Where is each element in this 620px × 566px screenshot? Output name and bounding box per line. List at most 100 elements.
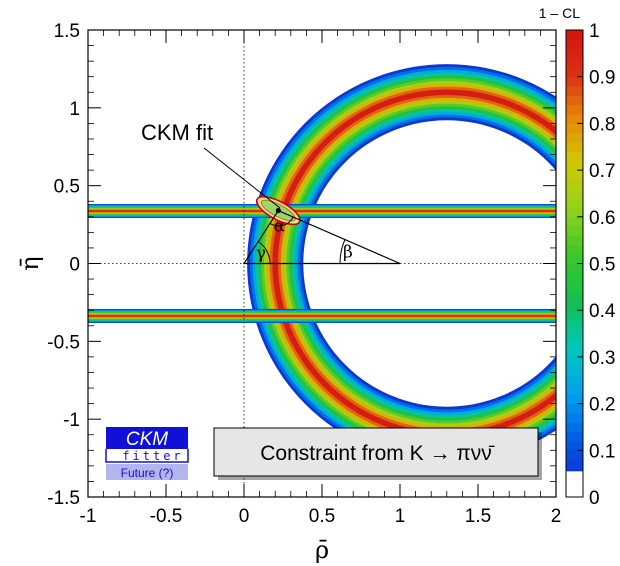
colorbar-cell <box>566 132 583 143</box>
colorbar-cell <box>566 328 583 339</box>
band-level-9 <box>88 210 556 212</box>
y-tick-label-3: 0 <box>69 255 80 276</box>
logo-future-text: Future (?) <box>121 466 174 480</box>
beta-label: β <box>343 243 353 263</box>
colorbar-tick-label-10: 1 <box>589 21 600 42</box>
colorbar-cell <box>566 310 583 321</box>
ring-level-7 <box>266 83 556 444</box>
colorbar-cell <box>566 347 583 358</box>
kaon-ring <box>247 64 556 463</box>
colorbar-cell <box>566 104 583 115</box>
ckm-fit-pointer <box>203 147 281 209</box>
colorbar-tick-label-0: 0 <box>589 488 600 509</box>
colorbar: 0 0.1 0.2 0.3 0.4 0.5 0.6 0.7 0.8 0.9 1 <box>565 21 616 509</box>
colorbar-zero-cell <box>566 471 583 497</box>
y-tick-label-0: -1.5 <box>47 488 80 509</box>
colorbar-cell <box>566 300 583 311</box>
x-tick-label-5: 1.5 <box>465 506 491 527</box>
colorbar-tick-label-9: 0.9 <box>589 68 615 89</box>
colorbar-cell <box>566 76 583 87</box>
colorbar-cell <box>566 431 583 442</box>
x-tick-label-3: 0.5 <box>309 506 335 527</box>
colorbar-cell <box>566 272 583 283</box>
y-tick-label-4: 0.5 <box>54 177 80 198</box>
colorbar-cell <box>566 422 583 433</box>
colorbar-cell <box>566 198 583 208</box>
x-tick-label-0: -1 <box>80 506 97 527</box>
colorbar-tick-label-1: 0.1 <box>589 441 615 462</box>
colorbar-cell <box>566 459 583 470</box>
gamma-arc <box>257 241 271 264</box>
x-axis-title: ρ̄ <box>315 536 329 564</box>
axes: -1 -0.5 0 0.5 1 1.5 2-1.5-1-0.500.511.5 <box>47 21 561 527</box>
y-tick-label-5: 1 <box>69 99 80 120</box>
beta-arc <box>339 239 346 264</box>
y-axis-title: η̄ <box>16 256 44 270</box>
colorbar-cell <box>566 86 583 96</box>
colorbar-cell <box>566 394 583 405</box>
colorbar-tick-label-5: 0.5 <box>589 255 615 276</box>
x-tick-label-4: 1 <box>395 506 406 527</box>
heatmap-layers <box>88 64 556 463</box>
colorbar-title: 1 – CL <box>539 5 580 21</box>
colorbar-tick-label-7: 0.7 <box>589 161 615 182</box>
logo-fitter-text: fitter <box>122 449 183 463</box>
colorbar-cell <box>566 338 583 349</box>
y-tick-label-1: -1 <box>63 410 80 431</box>
gamma-label: γ <box>256 244 266 264</box>
colorbar-cell <box>566 375 583 386</box>
colorbar-cell <box>566 207 583 218</box>
y-tick-label-6: 1.5 <box>54 21 80 42</box>
colorbar-cell <box>566 179 583 190</box>
x-tick-label-6: 2 <box>551 506 562 527</box>
colorbar-cell <box>566 216 583 227</box>
colorbar-cell <box>566 366 583 377</box>
colorbar-cell <box>566 48 583 59</box>
colorbar-cell <box>566 30 583 40</box>
unitarity-triangle: α β γ <box>242 209 401 265</box>
colorbar-cell <box>566 67 583 78</box>
colorbar-cell <box>566 170 583 180</box>
colorbar-cell <box>566 450 583 461</box>
ckmfitter-logo: CKM fitter Future (?) <box>105 427 189 480</box>
eta-band-lower <box>88 308 556 323</box>
x-tick-label-2: 0 <box>239 506 250 527</box>
colorbar-cell <box>566 263 583 274</box>
colorbar-tick-label-6: 0.6 <box>589 208 615 229</box>
colorbar-cell <box>566 160 583 171</box>
colorbar-cell <box>566 254 583 264</box>
colorbar-cell <box>566 440 583 451</box>
colorbar-tick-label-8: 0.8 <box>589 114 615 135</box>
constraint-box: Constraint from K → πνν̄ <box>213 427 542 480</box>
colorbar-cell <box>566 226 583 236</box>
colorbar-tick-label-2: 0.2 <box>589 395 615 416</box>
y-tick-label-2: -0.5 <box>47 332 80 353</box>
colorbar-cell <box>566 142 583 152</box>
colorbar-cell <box>566 58 583 68</box>
colorbar-cell <box>566 39 583 50</box>
colorbar-tick-label-4: 0.4 <box>589 301 616 322</box>
alpha-label: α <box>274 217 286 237</box>
colorbar-cell <box>566 356 583 367</box>
colorbar-cell <box>566 188 583 199</box>
colorbar-tick-label-3: 0.3 <box>589 348 615 369</box>
colorbar-cell <box>566 244 583 255</box>
logo-ckm-text: CKM <box>126 429 168 450</box>
alpha-arc <box>270 216 294 227</box>
colorbar-cell <box>566 123 583 134</box>
x-tick-label-1: -0.5 <box>150 506 183 527</box>
colorbar-cell <box>566 151 583 162</box>
band-level-9 <box>88 315 556 317</box>
colorbar-cell <box>566 384 583 395</box>
ckm-fit-label: CKM fit <box>141 120 213 145</box>
colorbar-cell <box>566 282 583 293</box>
eta-band-upper <box>88 204 556 219</box>
colorbar-cell <box>566 291 583 302</box>
constraint-label: Constraint from K → πνν̄ <box>260 442 495 465</box>
triangle-outline <box>242 209 401 265</box>
colorbar-cell <box>566 114 583 124</box>
colorbar-cell <box>566 403 583 414</box>
colorbar-cell <box>566 319 583 330</box>
colorbar-cell <box>566 95 583 106</box>
